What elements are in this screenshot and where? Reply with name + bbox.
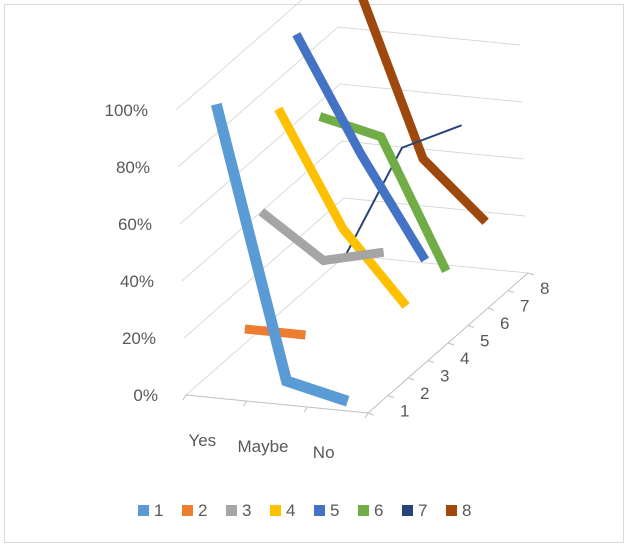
legend-swatch-5: [314, 505, 325, 516]
y-tick-label: 20%: [122, 329, 156, 348]
legend-swatch-4: [270, 505, 281, 516]
depth-tick: [508, 291, 514, 293]
depth-tick: [368, 413, 374, 415]
depth-tick: [408, 378, 414, 380]
depth-tick: [388, 396, 394, 398]
gridline: [176, 0, 518, 110]
y-tick-label: 60%: [118, 215, 152, 234]
category-tick: [365, 413, 368, 418]
legend-label: 7: [418, 501, 427, 520]
depth-label: 3: [440, 366, 449, 385]
legend-swatch-3: [226, 505, 237, 516]
category-tick: [304, 407, 307, 412]
category-label: No: [313, 443, 335, 462]
depth-tick: [528, 273, 534, 275]
category-tick: [244, 401, 247, 406]
legend-label: 2: [198, 501, 207, 520]
gridline: [186, 255, 528, 395]
depth-label: 1: [400, 401, 409, 420]
y-tick-label: 0%: [133, 386, 158, 405]
legend-swatch-6: [358, 505, 369, 516]
category-tick: [183, 395, 186, 400]
y-tick-label: 40%: [120, 272, 154, 291]
legend-swatch-8: [446, 505, 457, 516]
series-line-8: [356, 0, 485, 222]
depth-tick: [488, 308, 494, 310]
depth-label: 8: [540, 279, 549, 298]
legend-label: 4: [286, 501, 295, 520]
depth-tick: [448, 343, 454, 345]
depth-label: 4: [460, 349, 469, 368]
depth-label: 5: [480, 331, 489, 350]
series-line-4: [278, 109, 406, 306]
legend-swatch-2: [182, 505, 193, 516]
depth-label: 7: [520, 296, 529, 315]
legend-label: 5: [330, 501, 339, 520]
depth-label: 2: [420, 384, 429, 403]
legend-label: 6: [374, 501, 383, 520]
legend-label: 8: [462, 501, 471, 520]
category-label: Yes: [188, 431, 216, 450]
y-tick-label: 100%: [105, 101, 148, 120]
depth-tick: [428, 361, 434, 363]
legend-label: 3: [242, 501, 251, 520]
y-tick-label: 80%: [116, 158, 150, 177]
legend-swatch-1: [138, 505, 149, 516]
legend-swatch-7: [402, 505, 413, 516]
depth-tick: [468, 326, 474, 328]
legend-label: 1: [154, 501, 163, 520]
depth-label: 6: [500, 314, 509, 333]
category-label: Maybe: [237, 437, 288, 456]
